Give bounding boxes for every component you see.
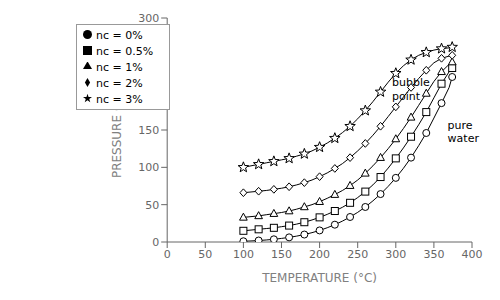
svg-text:400: 400 bbox=[462, 248, 483, 261]
svg-text:bubblepoint: bubblepoint bbox=[392, 76, 430, 102]
svg-text:350: 350 bbox=[423, 248, 444, 261]
svg-text:0: 0 bbox=[164, 248, 171, 261]
svg-text:150: 150 bbox=[271, 248, 292, 261]
svg-text:200: 200 bbox=[138, 87, 159, 100]
svg-text:300: 300 bbox=[385, 248, 406, 261]
svg-text:250: 250 bbox=[138, 49, 159, 62]
svg-text:100: 100 bbox=[138, 161, 159, 174]
svg-text:PRESSURE (bar): PRESSURE (bar) bbox=[110, 82, 124, 178]
svg-text:300: 300 bbox=[138, 12, 159, 25]
svg-text:50: 50 bbox=[145, 199, 159, 212]
svg-text:200: 200 bbox=[309, 248, 330, 261]
svg-text:purewater: purewater bbox=[448, 118, 480, 144]
svg-text:0: 0 bbox=[152, 236, 159, 249]
svg-text:50: 50 bbox=[198, 248, 212, 261]
svg-text:100: 100 bbox=[233, 248, 254, 261]
svg-text:150: 150 bbox=[138, 124, 159, 137]
svg-text:TEMPERATURE (°C): TEMPERATURE (°C) bbox=[261, 271, 377, 285]
svg-text:250: 250 bbox=[347, 248, 368, 261]
